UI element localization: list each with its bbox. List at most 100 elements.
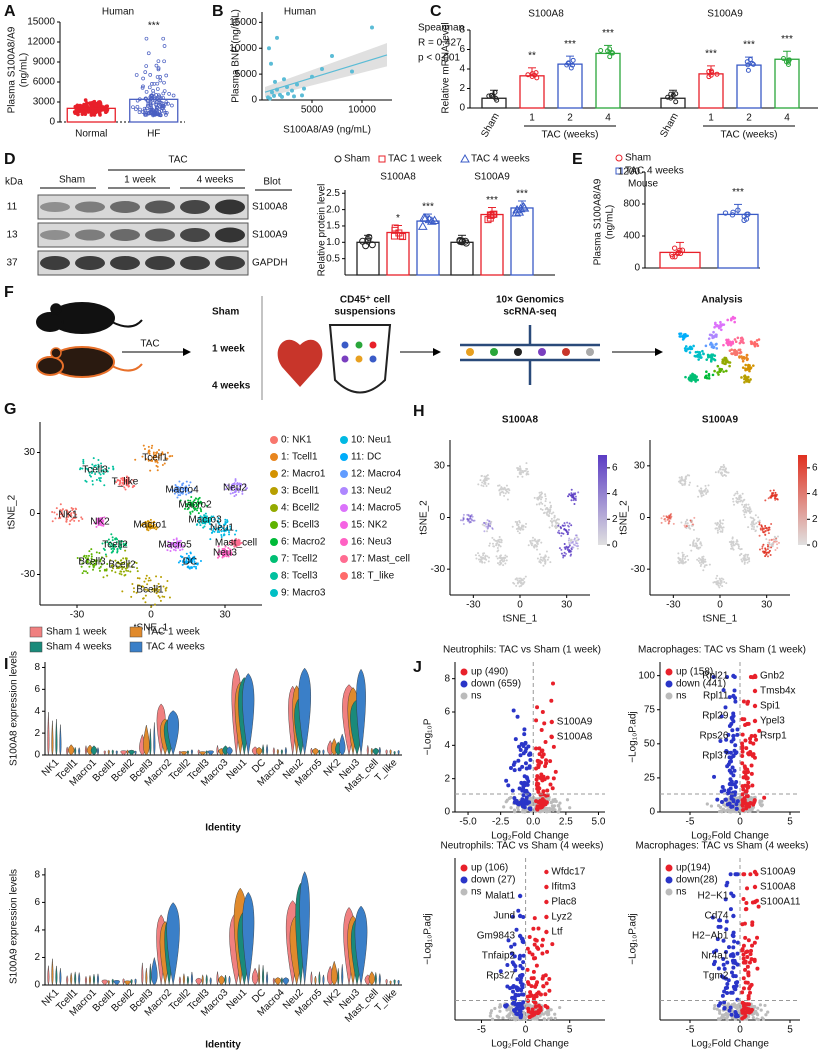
mouse-tail — [111, 319, 143, 328]
dot — [713, 581, 716, 584]
dot — [733, 316, 737, 320]
x-axis-title: tSNE_1 — [503, 614, 538, 625]
dot — [514, 348, 522, 356]
cluster-label: Macro4 — [165, 485, 199, 496]
dot — [550, 804, 554, 808]
dot — [500, 491, 503, 494]
dot — [731, 798, 736, 803]
legend-label: 3: Bcell1 — [281, 486, 320, 497]
dot — [745, 380, 749, 383]
dot — [160, 104, 165, 108]
dot — [350, 69, 354, 74]
dot — [549, 734, 554, 740]
dot — [746, 971, 751, 976]
dot — [166, 580, 169, 583]
dot — [725, 582, 728, 585]
dot — [741, 213, 747, 219]
dot — [715, 797, 720, 802]
violin — [282, 977, 290, 986]
dot — [270, 572, 278, 580]
gene-label: Wfdc17 — [551, 867, 585, 878]
group-label: Sham — [212, 307, 239, 318]
dot — [737, 500, 740, 503]
bar — [698, 73, 724, 109]
dot — [479, 479, 482, 482]
dot — [711, 373, 715, 377]
dot — [731, 673, 736, 679]
violin — [134, 978, 137, 986]
cluster-label: Neu1 — [210, 523, 234, 534]
significance: *** — [148, 21, 160, 32]
dot — [95, 478, 98, 481]
violin — [126, 749, 129, 756]
dot — [715, 333, 718, 337]
legend-label: down (659) — [471, 679, 521, 690]
dot — [740, 808, 745, 813]
dot — [754, 737, 759, 742]
legend-symbol — [511, 207, 522, 217]
dot — [729, 343, 733, 347]
dot — [530, 542, 533, 545]
legend-label: 7: Tcell2 — [281, 554, 318, 565]
dot — [505, 963, 510, 968]
violin — [134, 750, 137, 756]
dot — [720, 993, 725, 998]
dot — [526, 470, 529, 473]
axis-title: −Log₁₀P — [423, 718, 434, 755]
violin — [143, 724, 150, 756]
dot — [551, 524, 554, 527]
dot — [157, 449, 160, 452]
violin — [74, 746, 77, 756]
violin — [393, 979, 396, 986]
dot — [504, 556, 507, 559]
dot — [743, 967, 748, 972]
dot — [735, 500, 738, 503]
dot — [114, 571, 117, 574]
y-tick-label: 2.0 — [326, 204, 340, 215]
x-tick-label: Neu1 — [225, 757, 250, 782]
dot — [729, 794, 734, 799]
dot — [285, 85, 289, 90]
dot — [483, 521, 486, 524]
dot — [489, 525, 492, 528]
dot — [89, 113, 94, 117]
gene-label: Rps26 — [699, 731, 728, 742]
dot — [529, 71, 535, 77]
dot — [745, 955, 750, 960]
dot — [730, 209, 736, 216]
dot — [171, 455, 174, 458]
dot — [521, 475, 524, 478]
dot — [740, 792, 745, 797]
dot — [155, 81, 160, 86]
dot — [481, 481, 484, 484]
dot — [731, 893, 736, 899]
dot — [80, 112, 85, 116]
dot — [720, 526, 723, 529]
dot — [568, 65, 574, 71]
dot — [488, 92, 494, 98]
dot — [746, 770, 751, 775]
dot — [699, 542, 702, 545]
violin — [88, 974, 91, 986]
dot — [727, 759, 732, 764]
dot — [680, 521, 683, 524]
panel-title: Human — [284, 7, 316, 18]
dot — [66, 512, 69, 515]
violin — [186, 750, 189, 756]
dot — [98, 569, 101, 572]
dot — [134, 458, 137, 461]
dot — [507, 796, 511, 801]
dot — [772, 538, 775, 541]
dot — [86, 571, 89, 574]
dot — [91, 483, 94, 486]
dot — [735, 353, 739, 356]
dot — [736, 490, 739, 493]
y-tick-label: 0 — [649, 807, 655, 818]
dot — [189, 511, 192, 514]
dot — [501, 1016, 505, 1020]
gene-label: Gm9843 — [477, 931, 516, 942]
gene-label: Rpl37 — [702, 751, 729, 762]
dot — [59, 513, 62, 516]
dot — [748, 800, 753, 805]
dot — [557, 529, 560, 532]
